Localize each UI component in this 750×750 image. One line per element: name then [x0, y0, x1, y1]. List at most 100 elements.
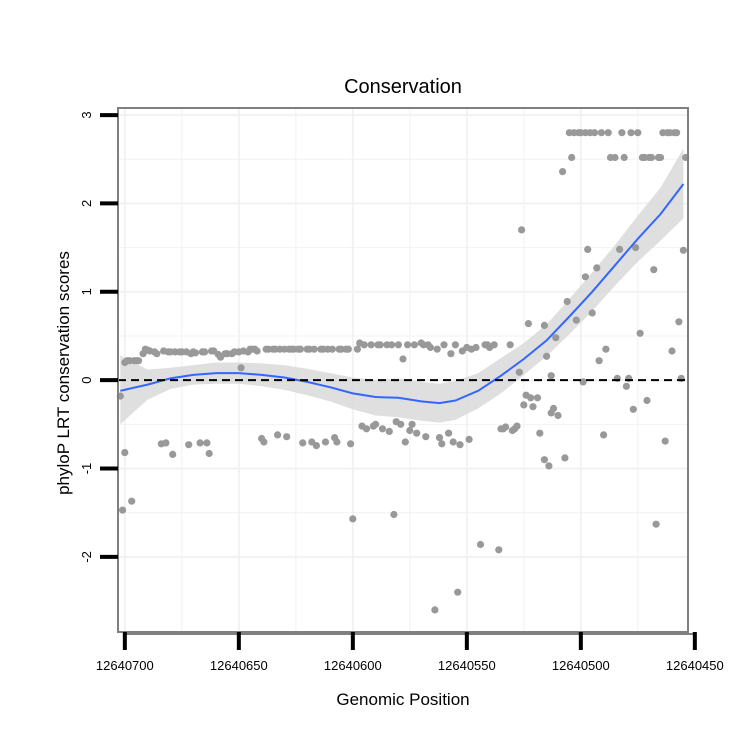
data-point: [661, 437, 669, 445]
data-point: [408, 420, 416, 428]
x-axis: 12640700 12640650 12640600 12640550 12640500…: [96, 632, 724, 673]
data-point: [643, 396, 651, 405]
data-point: [431, 606, 439, 614]
data-point: [426, 343, 434, 352]
data-point: [362, 425, 371, 433]
y-axis: -2 -1 0 1 2 3: [79, 111, 118, 563]
data-point: [299, 439, 307, 447]
data-point: [600, 431, 608, 439]
data-point: [588, 309, 596, 317]
data-point: [394, 341, 402, 349]
data-point: [344, 345, 352, 353]
data-point: [390, 510, 398, 519]
data-point: [568, 153, 576, 162]
data-point: [433, 345, 441, 353]
data-point: [620, 153, 628, 162]
data-point: [604, 129, 612, 137]
data-point: [490, 341, 498, 349]
x-tick-label: 12640650: [210, 658, 268, 673]
data-point: [632, 244, 640, 252]
data-point: [410, 341, 418, 349]
data-point: [367, 341, 375, 349]
data-point: [253, 347, 261, 355]
x-axis-label: Genomic Position: [336, 690, 469, 709]
data-point: [502, 423, 510, 431]
data-point: [237, 364, 245, 372]
data-point: [634, 129, 642, 137]
data-point: [611, 153, 619, 162]
data-point: [456, 441, 464, 449]
data-point: [561, 454, 569, 462]
data-point: [650, 266, 658, 274]
data-point: [447, 350, 455, 358]
data-point: [636, 329, 644, 337]
x-tick-label: 12640700: [96, 658, 154, 673]
data-point: [513, 422, 521, 430]
data-point: [260, 438, 268, 446]
data-point: [191, 349, 200, 357]
data-point: [476, 540, 485, 549]
confidence-band-layer: [120, 148, 684, 425]
y-tick-label: 1: [79, 288, 94, 295]
data-point: [629, 405, 637, 413]
data-point: [310, 345, 318, 353]
data-point: [153, 350, 161, 358]
data-point: [545, 462, 553, 470]
data-point: [647, 153, 656, 162]
data-point: [572, 316, 580, 324]
smooth-line-layer: [120, 183, 685, 405]
y-tick-label: -1: [79, 463, 94, 475]
data-point: [579, 378, 587, 386]
y-tick-label: 0: [79, 377, 94, 384]
data-point: [451, 341, 459, 349]
data-point: [422, 433, 430, 441]
data-point: [134, 357, 143, 365]
data-point: [360, 341, 368, 349]
data-point: [312, 442, 320, 450]
y-axis-label: phyloP LRT conservation scores: [54, 251, 73, 495]
data-point: [347, 440, 355, 448]
data-point: [121, 449, 129, 457]
data-point: [328, 345, 336, 353]
data-point: [581, 273, 590, 281]
y-tick-label: 2: [79, 200, 94, 207]
data-point: [524, 320, 533, 328]
data-point: [616, 245, 624, 253]
data-point: [679, 246, 688, 254]
data-point: [201, 348, 209, 356]
data-point: [593, 264, 601, 272]
data-point: [595, 357, 603, 365]
data-point: [449, 438, 457, 446]
data-point: [495, 546, 503, 554]
data-point: [440, 341, 448, 349]
data-point: [554, 411, 562, 420]
data-point: [406, 426, 414, 435]
data-point: [435, 434, 444, 442]
data-point: [627, 129, 635, 137]
data-point: [376, 341, 384, 349]
data-point: [445, 429, 453, 437]
data-point: [533, 394, 542, 402]
data-point: [401, 438, 409, 446]
data-point: [518, 226, 526, 234]
data-point: [668, 347, 676, 355]
data-point: [597, 129, 606, 137]
data-point: [385, 427, 393, 435]
data-point: [404, 341, 412, 349]
data-point: [353, 345, 361, 353]
data-point: [602, 345, 610, 353]
y-tick-label: 3: [79, 111, 94, 118]
confidence-band: [120, 148, 684, 425]
data-point: [388, 341, 396, 349]
data-point: [506, 341, 514, 349]
data-point: [203, 439, 211, 447]
data-point: [321, 438, 330, 446]
data-point: [454, 588, 462, 596]
data-point: [657, 153, 665, 162]
data-point: [397, 420, 405, 428]
data-point: [652, 520, 660, 528]
data-point: [128, 497, 136, 505]
data-point: [590, 129, 599, 137]
data-point: [296, 345, 304, 353]
